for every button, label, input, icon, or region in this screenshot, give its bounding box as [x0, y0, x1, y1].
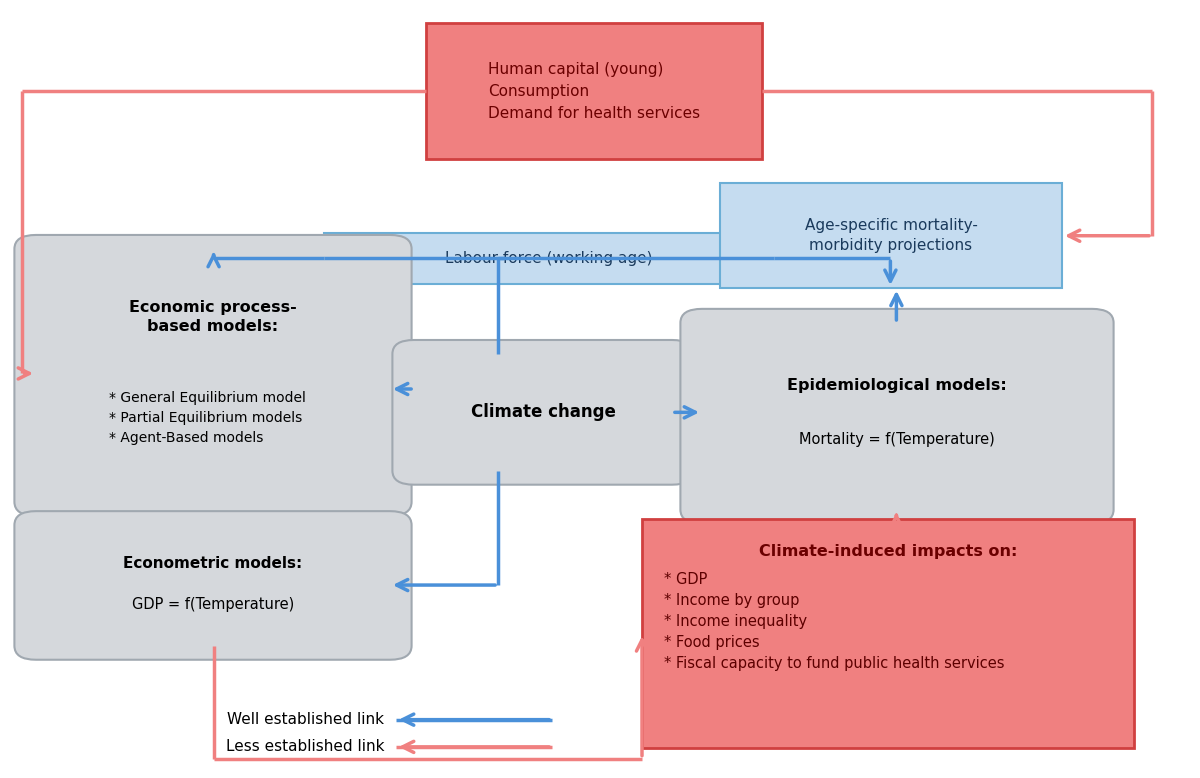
FancyBboxPatch shape [720, 183, 1062, 288]
Text: * General Equilibrium model
* Partial Equilibrium models
* Agent-Based models: * General Equilibrium model * Partial Eq… [108, 391, 306, 445]
Text: Labour force (working age): Labour force (working age) [445, 251, 653, 266]
Text: Age-specific mortality-
morbidity projections: Age-specific mortality- morbidity projec… [804, 218, 978, 253]
FancyBboxPatch shape [426, 23, 762, 159]
Text: Epidemiological models:: Epidemiological models: [787, 377, 1007, 393]
Text: Less established link: Less established link [226, 739, 384, 755]
Text: Econometric models:: Econometric models: [124, 556, 302, 571]
Text: Mortality = f(Temperature): Mortality = f(Temperature) [799, 432, 995, 447]
FancyBboxPatch shape [14, 511, 412, 660]
Text: * GDP
* Income by group
* Income inequality
* Food prices
* Fiscal capacity to f: * GDP * Income by group * Income inequal… [664, 572, 1004, 671]
FancyBboxPatch shape [392, 340, 694, 485]
Text: Climate change: Climate change [470, 403, 616, 422]
FancyBboxPatch shape [324, 233, 774, 284]
Text: GDP = f(Temperature): GDP = f(Temperature) [132, 598, 294, 612]
Text: Human capital (young)
Consumption
Demand for health services: Human capital (young) Consumption Demand… [488, 62, 700, 121]
Text: Economic process-
based models:: Economic process- based models: [130, 300, 296, 334]
FancyBboxPatch shape [14, 235, 412, 516]
Text: Climate-induced impacts on:: Climate-induced impacts on: [758, 544, 1018, 559]
Text: Well established link: Well established link [227, 712, 384, 727]
FancyBboxPatch shape [680, 309, 1114, 524]
FancyBboxPatch shape [642, 519, 1134, 748]
